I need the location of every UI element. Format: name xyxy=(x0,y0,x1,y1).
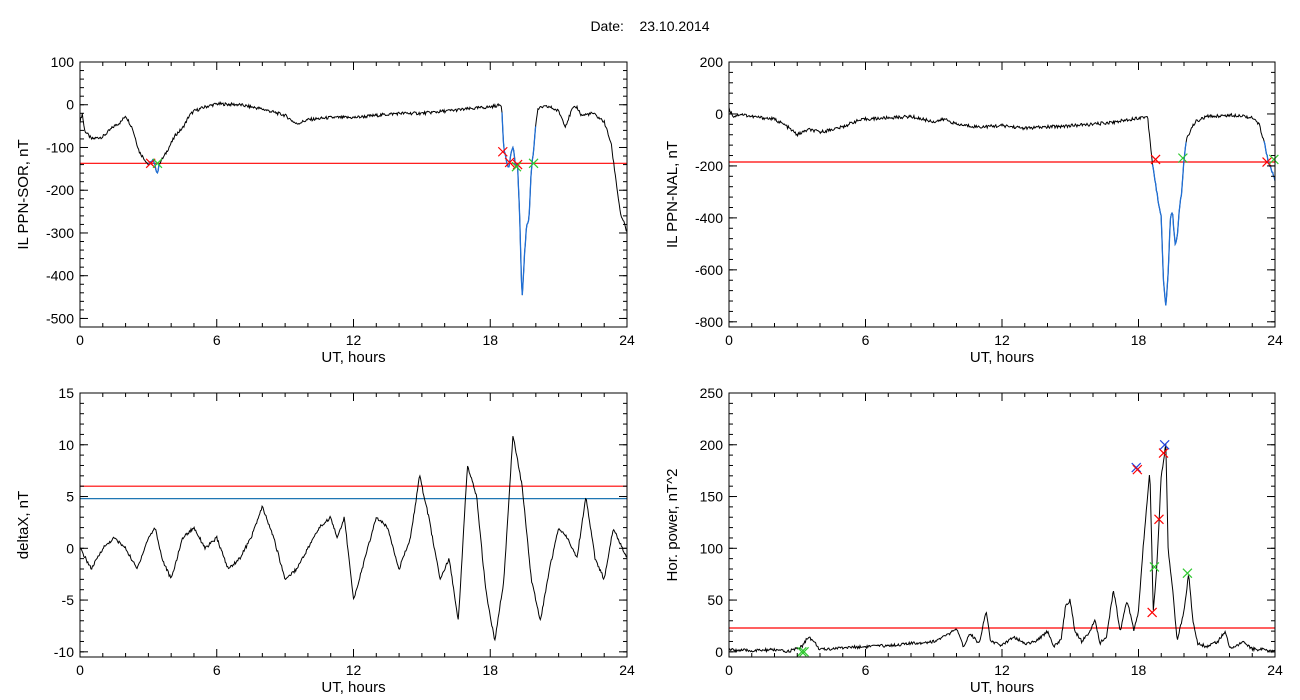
y-axis-label: Hor. power, nT^2 xyxy=(664,469,681,582)
marker-red xyxy=(512,159,523,170)
plot-frame xyxy=(79,61,628,328)
y-tick-label: -200 xyxy=(46,182,74,198)
y-tick-label: -800 xyxy=(695,314,723,330)
x-tick-label: 12 xyxy=(346,662,362,678)
x-tick-label: 12 xyxy=(346,332,362,348)
x-tick-label: 18 xyxy=(482,662,498,678)
x-tick-label: 24 xyxy=(1267,662,1283,678)
marker-blue xyxy=(1159,439,1170,450)
y-tick-label: 0 xyxy=(715,644,723,660)
date-value: 23.10.2014 xyxy=(639,18,710,34)
y-tick-label: -300 xyxy=(46,225,74,241)
x-tick-label: 12 xyxy=(994,332,1010,348)
y-tick-label: 10 xyxy=(58,437,74,453)
plot-frame xyxy=(79,392,628,658)
x-tick-label: 6 xyxy=(213,662,221,678)
y-axis-label: deltaX, nT xyxy=(15,491,32,559)
marker-red xyxy=(497,146,508,157)
marker-green xyxy=(1149,562,1160,572)
data-trace xyxy=(79,435,628,642)
y-tick-label: 100 xyxy=(700,540,724,556)
marker-red xyxy=(504,157,515,168)
x-tick-label: 18 xyxy=(1131,662,1147,678)
y-tick-label: -100 xyxy=(46,139,74,155)
y-tick-label: 100 xyxy=(51,54,75,70)
y-tick-label: 5 xyxy=(66,489,74,505)
highlight-segment xyxy=(148,158,161,174)
x-axis-label: UT, hours xyxy=(970,349,1034,366)
marker-green xyxy=(1182,568,1193,579)
x-tick-label: 12 xyxy=(994,662,1010,678)
marker-green xyxy=(796,646,807,657)
x-tick-label: 0 xyxy=(725,662,733,678)
chart-panel-3: 0 6 12 18 24 15 10 5 0 -5 -10 UT, hours deltaX, nT xyxy=(15,385,635,696)
x-tick-label: 24 xyxy=(619,332,635,348)
x-tick-label: 18 xyxy=(1131,332,1147,348)
x-axis-label: UT, hours xyxy=(970,679,1034,696)
y-tick-label: 0 xyxy=(66,97,74,113)
y-tick-label: 0 xyxy=(66,540,74,556)
marker-red xyxy=(1158,448,1169,458)
y-tick-label: 200 xyxy=(700,437,724,453)
y-tick-label: 200 xyxy=(700,54,724,70)
data-trace xyxy=(728,444,1276,654)
marker-red xyxy=(1154,514,1164,525)
data-trace xyxy=(79,101,628,296)
highlight-segment xyxy=(501,112,537,296)
marker-blue xyxy=(1131,462,1142,473)
x-tick-label: 18 xyxy=(482,332,498,348)
y-tick-label: 15 xyxy=(58,385,74,401)
y-tick-label: 50 xyxy=(707,592,723,608)
marker-green xyxy=(1177,153,1188,164)
y-tick-label: -600 xyxy=(695,262,723,278)
y-axis-label: IL PPN-NAL, nT xyxy=(664,141,681,248)
highlight-segment xyxy=(1151,142,1187,306)
y-tick-label: -10 xyxy=(54,644,74,660)
chart-panel-1: 0 6 12 18 24 100 0 -100 -200 -300 -400 -500 UT, hour… xyxy=(15,54,635,366)
x-tick-label: 6 xyxy=(213,332,221,348)
y-axis-label: IL PPN-SOR, nT xyxy=(15,139,32,249)
x-axis-label: UT, hours xyxy=(321,349,385,366)
x-axis-label: UT, hours xyxy=(321,679,385,696)
date-label: Date: xyxy=(590,18,624,34)
y-tick-label: -400 xyxy=(695,210,723,226)
marker-red xyxy=(1150,154,1161,165)
data-trace xyxy=(728,107,1276,306)
y-tick-label: 250 xyxy=(700,385,724,401)
y-tick-label: -400 xyxy=(46,268,74,284)
marker-green xyxy=(528,158,539,169)
x-tick-label: 6 xyxy=(862,332,870,348)
marker-green xyxy=(799,646,809,657)
marker-green xyxy=(511,161,522,172)
y-tick-label: -200 xyxy=(695,158,723,174)
y-tick-label: -500 xyxy=(46,310,74,326)
x-tick-label: 0 xyxy=(76,332,84,348)
marker-green xyxy=(152,158,163,169)
y-tick-label: 0 xyxy=(715,106,723,122)
y-tick-label: -5 xyxy=(62,592,75,608)
plot-frame xyxy=(728,61,1276,328)
y-tick-label: 150 xyxy=(700,489,724,505)
chart-panel-4: 0 6 12 18 24 250 200 150 100 50 0 UT, hours Hor. pow… xyxy=(664,385,1283,696)
figure-title: Date: 23.10.2014 xyxy=(0,18,1300,34)
marker-red xyxy=(1147,607,1158,618)
x-tick-label: 0 xyxy=(725,332,733,348)
x-tick-label: 24 xyxy=(1267,332,1283,348)
marker-red xyxy=(1262,157,1272,167)
x-tick-label: 6 xyxy=(862,662,870,678)
x-tick-label: 0 xyxy=(76,662,84,678)
chart-panel-2: 0 6 12 18 24 200 0 -200 -400 -600 -800 UT, hours IL … xyxy=(664,54,1283,366)
marker-red xyxy=(1132,464,1143,475)
x-tick-label: 24 xyxy=(619,662,635,678)
marker-green xyxy=(1268,154,1279,165)
